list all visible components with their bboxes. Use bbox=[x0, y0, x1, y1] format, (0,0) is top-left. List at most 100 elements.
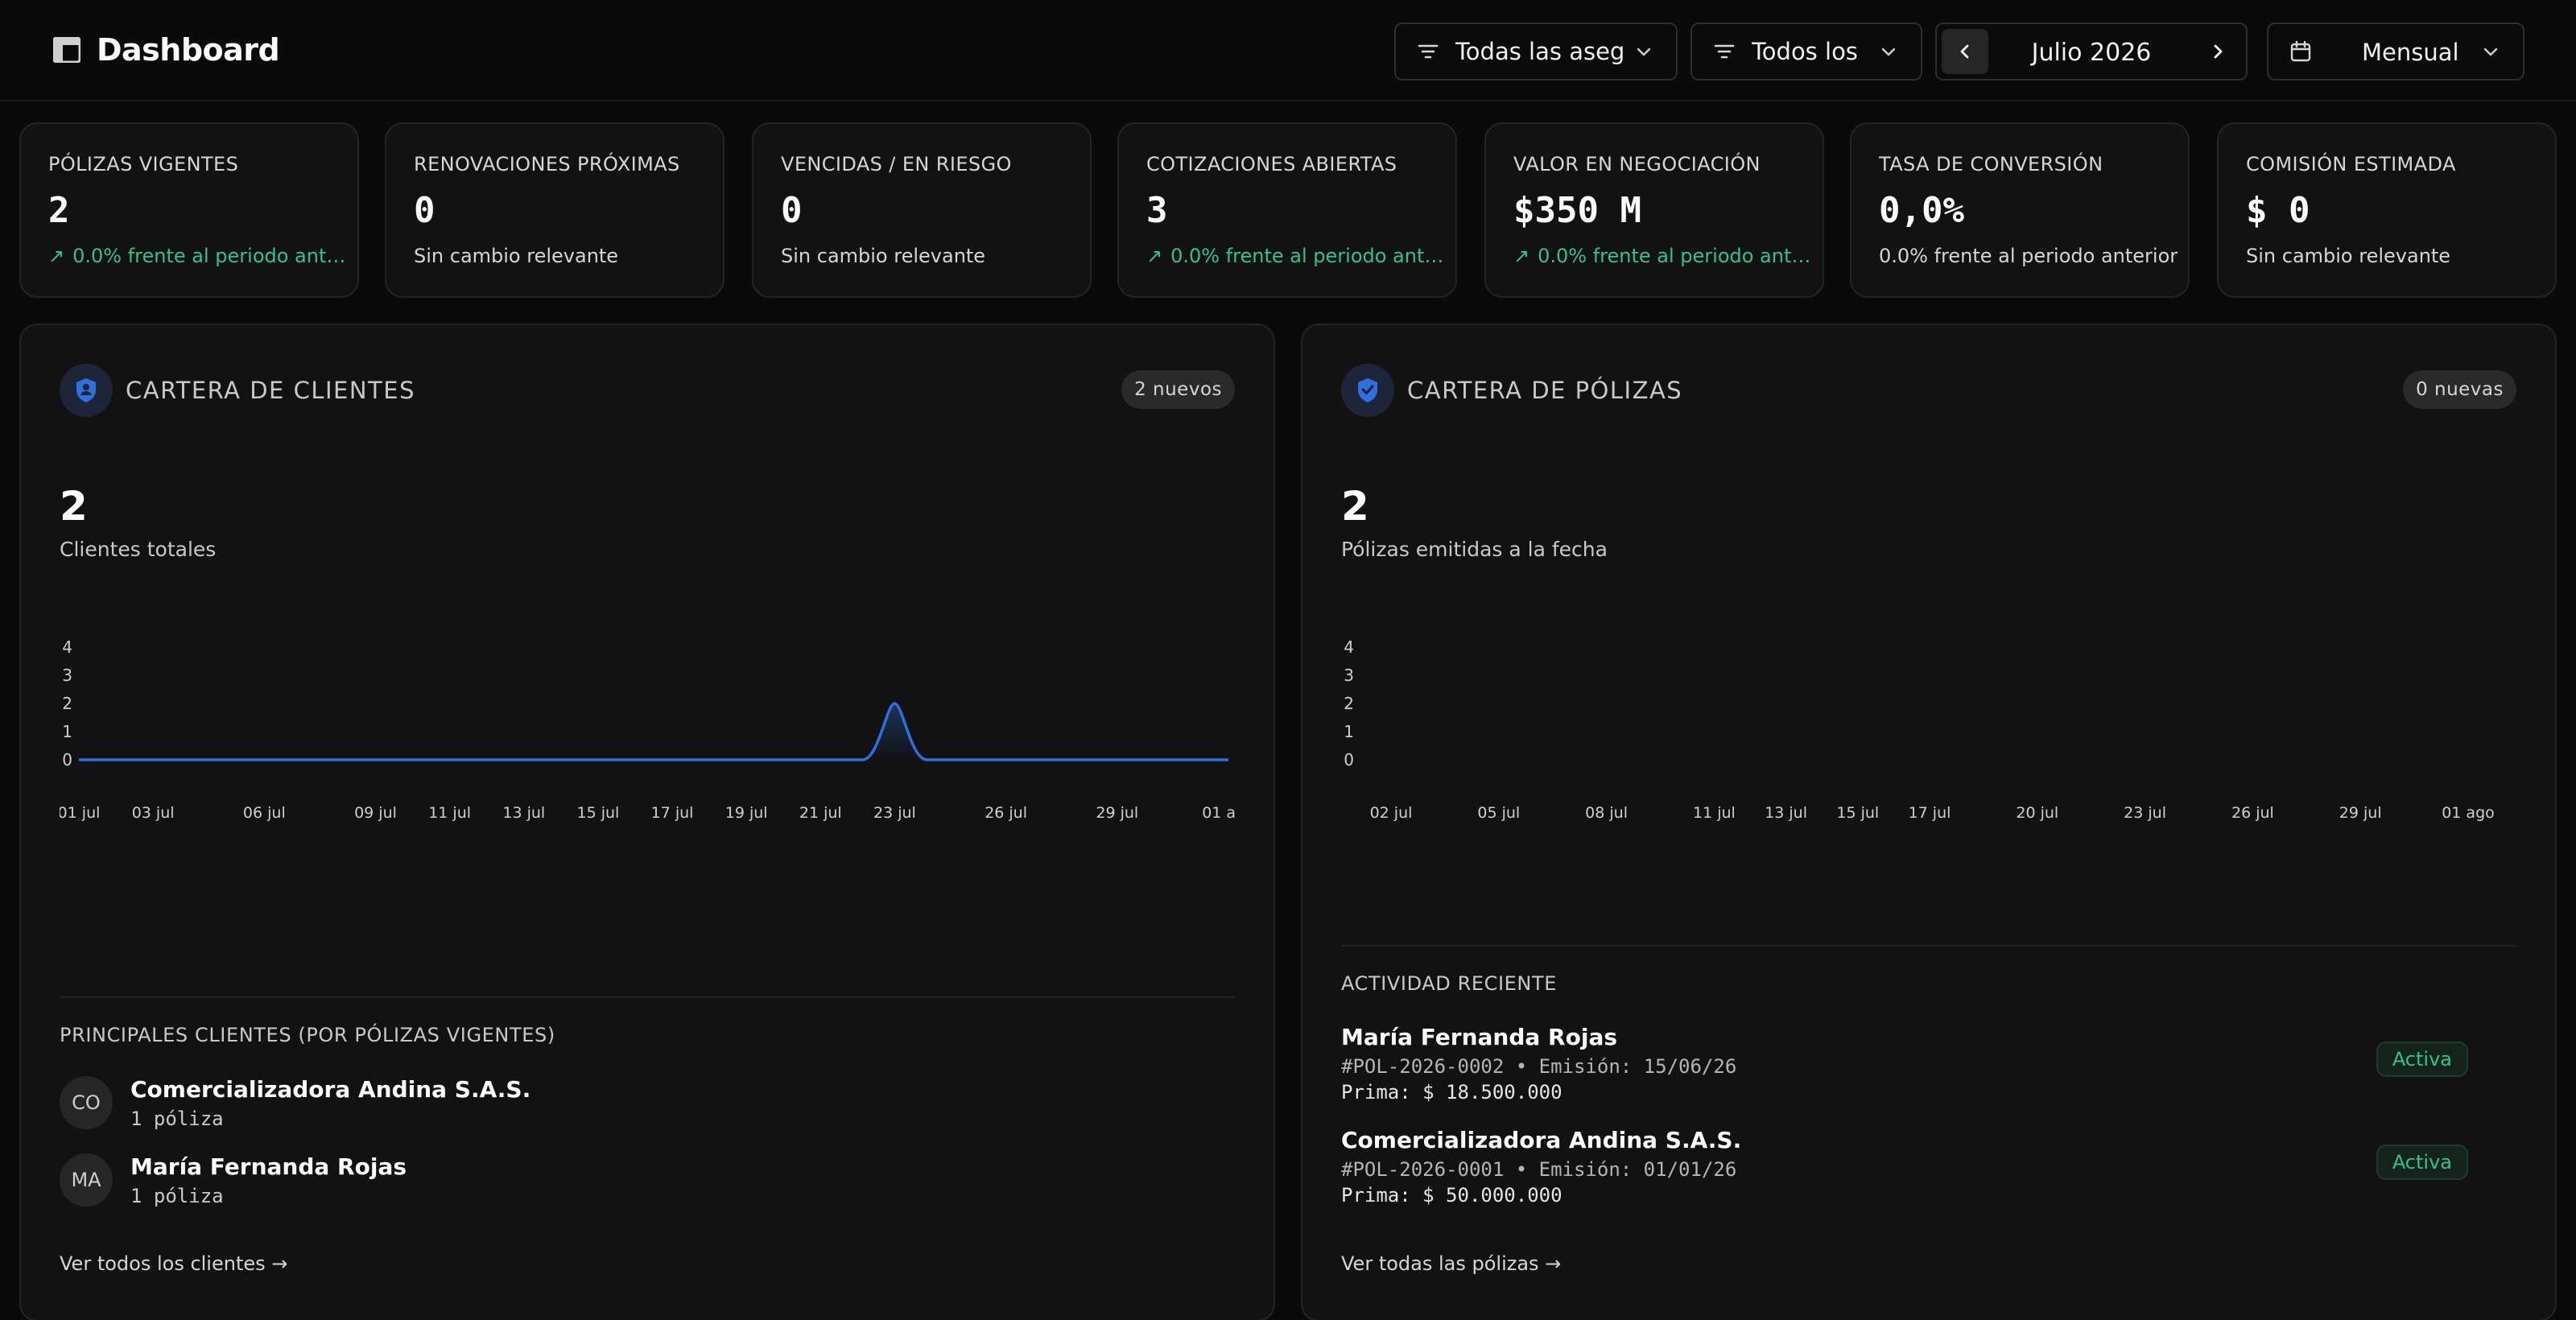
x-tick-label: 20 jul bbox=[2016, 804, 2058, 822]
x-tick-label: 05 jul bbox=[1477, 804, 1520, 822]
x-tick-label: 17 jul bbox=[651, 804, 694, 822]
kpi-label: TASA DE CONVERSIÓN bbox=[1879, 153, 2103, 175]
kpi-note-text: 0.0% frente al periodo anterior bbox=[1879, 245, 2178, 267]
y-tick-label: 1 bbox=[1344, 722, 1354, 741]
new-policies-badge: 0 nuevas bbox=[2403, 370, 2516, 409]
period-select-label: Mensual bbox=[2362, 39, 2459, 66]
view-all-clients-link[interactable]: Ver todos los clientes → bbox=[60, 1252, 288, 1275]
policies-chart: 0 1 2 3 4 02 jul 05 jul 08 jul 11 jul 13 jul 15 ju… bbox=[1344, 637, 2495, 822]
x-tick-label: 23 jul bbox=[2124, 804, 2166, 822]
chevron-right-icon bbox=[2214, 44, 2223, 59]
kpi-note-text: 0.0% frente al periodo anterior bbox=[1170, 245, 1452, 267]
policy-shield-icon bbox=[1341, 364, 1394, 417]
kpi-value: 3 bbox=[1146, 190, 1168, 231]
clients-chart: 0 1 2 3 4 01 jul 03 jul 06 jul 09 jul 11 jul 13 ju… bbox=[60, 637, 1235, 822]
x-tick-label: 26 jul bbox=[2231, 804, 2274, 822]
kpi-note: Sin cambio relevante bbox=[2246, 245, 2552, 267]
policies-panel-title: CARTERA DE PÓLIZAS bbox=[1407, 377, 1683, 404]
clients-panel-title: CARTERA DE CLIENTES bbox=[126, 377, 415, 404]
chevron-down-icon bbox=[1881, 47, 1896, 56]
period-select[interactable]: Mensual bbox=[2267, 23, 2524, 80]
avatar: CO bbox=[60, 1076, 113, 1129]
x-tick-label: 01 ago bbox=[2442, 804, 2495, 822]
x-tick-label: 01 ago bbox=[1202, 804, 1235, 822]
kpi-note-text: Sin cambio relevante bbox=[781, 245, 986, 267]
client-policy-count: 1 póliza bbox=[130, 1107, 224, 1130]
kpi-card: VENCIDAS / EN RIESGO 0 Sin cambio relevant… bbox=[752, 122, 1092, 298]
y-tick-label: 0 bbox=[1344, 750, 1354, 769]
y-tick-label: 2 bbox=[62, 694, 72, 713]
x-tick-label: 29 jul bbox=[2339, 804, 2382, 822]
kpi-card: VALOR EN NEGOCIACIÓN $350 M ↗ 0.0% frente a… bbox=[1484, 122, 1824, 298]
top-client-row[interactable]: CO Comercializadora Andina S.A.S. 1 póli… bbox=[60, 1075, 530, 1130]
insurer-filter-label: Todas las asegu bbox=[1455, 38, 1624, 65]
kpi-card: RENOVACIONES PRÓXIMAS 0 Sin cambio relevan… bbox=[385, 122, 724, 298]
x-tick-label: 23 jul bbox=[873, 804, 916, 822]
previous-month-button[interactable] bbox=[1942, 29, 1988, 74]
x-tick-label: 03 jul bbox=[132, 804, 175, 822]
top-bar: Dashboard Todas las asegu Todos los r Ju… bbox=[0, 0, 2576, 101]
dashboard-icon bbox=[53, 37, 80, 63]
new-clients-badge: 2 nuevos bbox=[1121, 370, 1235, 409]
kpi-label: COMISIÓN ESTIMADA bbox=[2246, 153, 2456, 175]
clients-total: 2 bbox=[60, 483, 88, 530]
filter-icon bbox=[1714, 44, 1735, 59]
y-tick-label: 0 bbox=[62, 750, 72, 769]
y-tick-label: 1 bbox=[62, 722, 72, 741]
avatar: MA bbox=[60, 1153, 113, 1207]
page-title: Dashboard bbox=[97, 32, 280, 68]
x-tick-label: 13 jul bbox=[502, 804, 545, 822]
client-name: María Fernanda Rojas bbox=[130, 1153, 407, 1180]
x-tick-label: 15 jul bbox=[576, 804, 619, 822]
client-shield-icon bbox=[60, 364, 113, 417]
y-tick-label: 2 bbox=[1344, 694, 1354, 713]
y-tick-label: 3 bbox=[62, 666, 72, 685]
kpi-card: TASA DE CONVERSIÓN 0,0% 0.0% frente al per… bbox=[1850, 122, 2190, 298]
clients-panel: CARTERA DE CLIENTES 2 nuevos 2 Clientes … bbox=[19, 324, 1275, 1320]
trend-up-icon: ↗ bbox=[1146, 245, 1163, 267]
kpi-card: COMISIÓN ESTIMADA $ 0 Sin cambio relevante bbox=[2217, 122, 2557, 298]
x-tick-label: 02 jul bbox=[1370, 804, 1413, 822]
policies-panel: CARTERA DE PÓLIZAS 0 nuevas 2 Pólizas em… bbox=[1301, 324, 2557, 1320]
series-area bbox=[79, 703, 1228, 760]
insurer-filter[interactable]: Todas las asegu bbox=[1394, 23, 1678, 80]
activity-item[interactable]: Comercializadora Andina S.A.S. #POL-2026… bbox=[1341, 1127, 2468, 1207]
kpi-note-text: 0.0% frente al periodo anterior bbox=[72, 245, 354, 267]
client-policy-count: 1 póliza bbox=[130, 1184, 224, 1207]
kpi-value: $350 M bbox=[1513, 190, 1641, 231]
policies-total: 2 bbox=[1341, 483, 1369, 530]
month-navigator: Julio 2026 bbox=[1935, 23, 2248, 80]
kpi-label: COTIZACIONES ABIERTAS bbox=[1146, 153, 1397, 175]
y-tick-label: 4 bbox=[1344, 637, 1354, 657]
status-badge: Activa bbox=[2376, 1042, 2468, 1077]
divider bbox=[1341, 945, 2516, 947]
x-tick-label: 06 jul bbox=[243, 804, 286, 822]
secondary-filter[interactable]: Todos los r bbox=[1690, 23, 1922, 80]
top-client-row[interactable]: MA María Fernanda Rojas 1 póliza bbox=[60, 1153, 407, 1207]
next-month-button[interactable] bbox=[2194, 29, 2241, 74]
x-tick-label: 11 jul bbox=[1693, 804, 1736, 822]
top-clients-title: PRINCIPALES CLIENTES (POR PÓLIZAS VIGENT… bbox=[60, 1024, 555, 1046]
secondary-filter-label: Todos los r bbox=[1752, 38, 1866, 65]
kpi-value: $ 0 bbox=[2246, 190, 2310, 231]
kpi-value: 0 bbox=[781, 190, 803, 231]
activity-item[interactable]: María Fernanda Rojas #POL-2026-0002 • Em… bbox=[1341, 1024, 2468, 1103]
series-line bbox=[79, 702, 1228, 761]
recent-activity-title: ACTIVIDAD RECIENTE bbox=[1341, 972, 1557, 995]
divider bbox=[60, 996, 1235, 998]
kpi-label: VALOR EN NEGOCIACIÓN bbox=[1513, 153, 1761, 175]
kpi-card: COTIZACIONES ABIERTAS 3 ↗ 0.0% frente al pe… bbox=[1117, 122, 1457, 298]
kpi-note-text: Sin cambio relevante bbox=[414, 245, 619, 267]
x-tick-label: 15 jul bbox=[1836, 804, 1879, 822]
kpi-label: RENOVACIONES PRÓXIMAS bbox=[414, 153, 680, 175]
x-tick-label: 08 jul bbox=[1585, 804, 1628, 822]
x-tick-label: 19 jul bbox=[725, 804, 768, 822]
x-tick-label: 01 jul bbox=[60, 804, 100, 822]
view-all-policies-link[interactable]: Ver todas las pólizas → bbox=[1341, 1252, 1562, 1275]
activity-policy-meta: #POL-2026-0001 • Emisión: 01/01/26 bbox=[1341, 1158, 1737, 1181]
kpi-label: VENCIDAS / EN RIESGO bbox=[781, 153, 1012, 175]
activity-premium: Prima: $ 50.000.000 bbox=[1341, 1184, 1563, 1207]
x-tick-label: 29 jul bbox=[1096, 804, 1138, 822]
y-tick-label: 3 bbox=[1344, 666, 1354, 685]
y-tick-label: 4 bbox=[62, 637, 72, 657]
